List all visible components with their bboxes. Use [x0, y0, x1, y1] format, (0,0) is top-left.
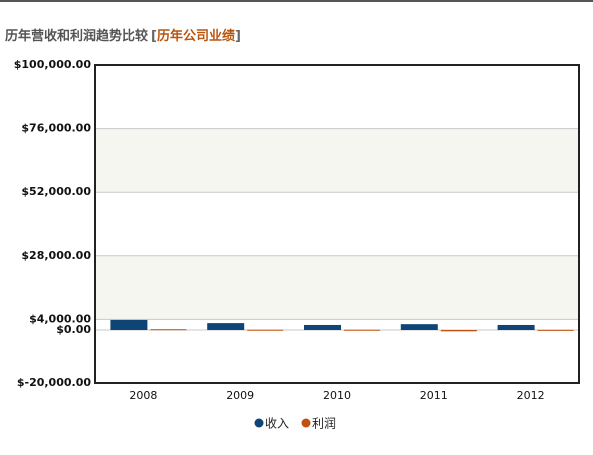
bar	[440, 330, 477, 332]
legend-marker	[301, 418, 311, 428]
bar	[304, 324, 341, 330]
bar	[247, 329, 284, 331]
y-tick-label: $28,000.00	[21, 249, 91, 262]
labels: $-20,000.00 $0.00$4,000.00 $28,000.00 $52,0…	[14, 58, 545, 431]
chart-title: 历年营收和利润趋势比较 [历年公司业绩]	[5, 28, 241, 44]
bar	[497, 324, 535, 330]
y-tick-label: $0.00	[56, 323, 91, 336]
grid-band	[95, 255, 579, 320]
x-tick-label: 2010	[323, 389, 351, 402]
y-tick-label: $76,000.00	[21, 122, 91, 135]
grid-band	[95, 128, 579, 193]
bar	[150, 329, 187, 331]
bar	[537, 329, 574, 331]
plot-frame	[94, 64, 580, 384]
x-tick-label: 2009	[226, 389, 254, 402]
x-tick-label: 2011	[420, 389, 448, 402]
y-tick-label: $100,000.00	[14, 58, 92, 71]
y-tick-label: $4,000.00	[29, 312, 91, 325]
y-tick-label: $52,000.00	[21, 185, 91, 198]
bar	[207, 323, 245, 330]
legend-label[interactable]: 收入	[265, 417, 289, 431]
grid	[95, 64, 579, 384]
x-tick-label: 2008	[129, 389, 157, 402]
x-tick-label: 2012	[517, 389, 545, 402]
bands	[95, 128, 579, 320]
bar	[110, 319, 148, 330]
title-bracket: [	[151, 29, 157, 44]
bar	[400, 324, 438, 330]
title-link[interactable]: 历年公司业绩	[157, 28, 235, 44]
legend-label[interactable]: 利润	[312, 417, 336, 431]
title-bracket: ]	[235, 29, 241, 44]
y-tick-label: $-20,000.00	[17, 376, 91, 389]
title-text: 历年营收和利润趋势比较	[5, 28, 148, 44]
legend-marker	[254, 418, 264, 428]
bars	[110, 319, 574, 332]
bar	[344, 329, 380, 331]
